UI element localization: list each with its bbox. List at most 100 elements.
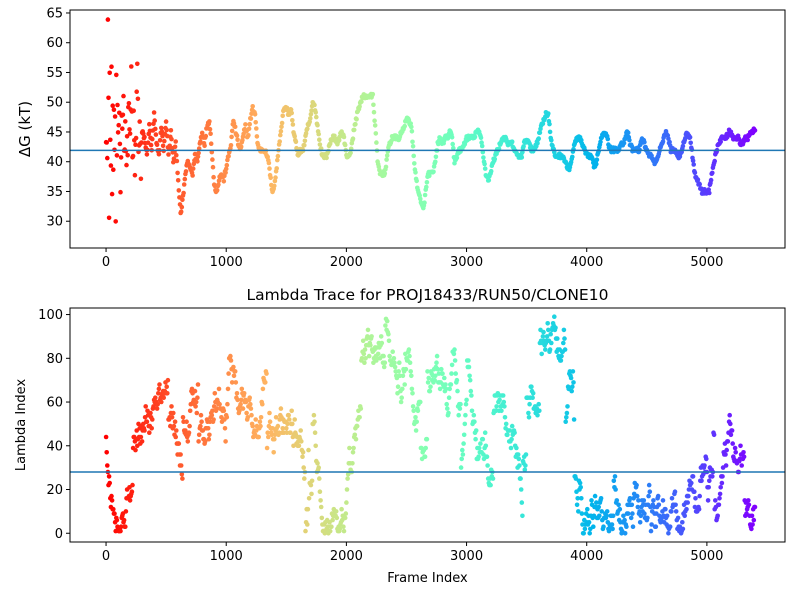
lambda-point xyxy=(585,506,590,512)
lambda-point xyxy=(223,439,228,444)
lambda-point xyxy=(713,498,718,503)
lambda-point xyxy=(617,506,623,512)
lambda-point xyxy=(300,454,305,460)
lambda-point xyxy=(622,517,627,523)
delta-g-point xyxy=(109,191,115,197)
delta-g-point xyxy=(422,192,428,198)
lambda-point xyxy=(653,524,659,529)
lambda-point xyxy=(248,401,253,407)
lambda-point xyxy=(685,500,690,505)
delta-g-point xyxy=(272,178,278,184)
delta-g-point xyxy=(449,135,455,140)
x-tick-label: 5000 xyxy=(690,549,723,564)
lambda-point xyxy=(217,401,222,407)
lambda-point xyxy=(337,526,343,532)
lambda-point xyxy=(443,382,448,387)
delta-g-point xyxy=(372,123,378,128)
delta-g-point xyxy=(302,138,308,144)
lambda-point xyxy=(395,384,401,390)
lambda-point xyxy=(387,353,392,359)
lambda-point xyxy=(462,421,468,427)
lambda-point xyxy=(358,406,364,411)
lambda-point xyxy=(240,406,246,411)
lambda-point xyxy=(422,454,428,460)
delta-g-point xyxy=(137,119,142,124)
lambda-point xyxy=(150,417,155,422)
lambda-point xyxy=(458,401,463,407)
lambda-point xyxy=(502,404,507,409)
lambda-point xyxy=(741,454,747,460)
lambda-point xyxy=(638,513,644,519)
delta-g-point xyxy=(127,127,132,132)
lambda-point xyxy=(238,401,243,407)
lambda-point xyxy=(455,388,460,394)
lambda-point xyxy=(155,401,160,407)
lambda-point xyxy=(193,399,199,405)
delta-g-point xyxy=(359,99,364,105)
lambda-point xyxy=(121,517,127,523)
lambda-point xyxy=(696,506,702,512)
delta-g-point xyxy=(223,170,228,175)
lambda-point xyxy=(727,412,732,418)
delta-g-point xyxy=(127,131,133,136)
lambda-point xyxy=(423,445,429,451)
lambda-point xyxy=(159,399,164,405)
delta-g-point xyxy=(409,129,415,134)
lambda-point xyxy=(581,531,586,536)
lambda-point xyxy=(392,364,398,370)
lambda-panel: Lambda Trace for PROJ18433/RUN50/CLONE10… xyxy=(14,286,786,586)
delta-g-point xyxy=(594,157,600,162)
lambda-point xyxy=(225,401,230,407)
lambda-point xyxy=(229,380,235,385)
delta-g-point xyxy=(384,157,389,162)
delta-g-point xyxy=(191,161,197,167)
lambda-point xyxy=(143,404,148,409)
lambda-point xyxy=(728,421,733,427)
lambda-point xyxy=(424,436,430,442)
lambda-point xyxy=(571,380,576,385)
lambda-point xyxy=(494,404,499,409)
lambda-point xyxy=(739,463,744,468)
delta-g-point xyxy=(433,154,439,160)
lambda-point xyxy=(575,496,580,501)
lambda-point xyxy=(312,430,318,436)
lambda-point xyxy=(410,391,415,396)
delta-g-point xyxy=(570,154,575,160)
lambda-point xyxy=(344,487,350,492)
lambda-point xyxy=(205,426,211,431)
delta-g-point xyxy=(687,134,693,140)
delta-g-point xyxy=(229,128,235,134)
lambda-point xyxy=(622,531,628,536)
lambda-point xyxy=(717,491,723,497)
lambda-point xyxy=(260,386,266,392)
delta-g-point xyxy=(153,132,159,137)
delta-g-point xyxy=(305,126,310,132)
delta-g-point xyxy=(472,134,478,140)
lambda-point xyxy=(738,443,743,449)
lambda-point xyxy=(425,380,431,385)
lambda-point xyxy=(344,500,349,505)
delta-g-point xyxy=(267,166,272,171)
lambda-point xyxy=(114,517,120,523)
lambda-point xyxy=(289,408,295,414)
lambda-point xyxy=(362,347,368,352)
lambda-point xyxy=(571,417,577,422)
lambda-point xyxy=(686,493,691,499)
delta-g-point xyxy=(214,188,220,193)
lambda-point xyxy=(518,476,523,481)
delta-g-point xyxy=(384,153,390,158)
lambda-point xyxy=(484,454,490,460)
delta-g-point xyxy=(708,177,714,183)
lambda-point xyxy=(630,524,636,529)
x-tick-label: 2000 xyxy=(330,255,363,270)
lambda-point xyxy=(144,419,150,425)
lambda-point xyxy=(434,360,439,366)
lambda-point xyxy=(529,384,534,390)
delta-g-point xyxy=(253,126,259,131)
delta-g-point xyxy=(528,143,534,149)
delta-g-point xyxy=(289,110,295,116)
delta-g-point xyxy=(198,139,203,144)
lambda-point xyxy=(399,395,405,401)
lambda-point xyxy=(173,434,178,440)
lambda-point xyxy=(414,419,420,425)
